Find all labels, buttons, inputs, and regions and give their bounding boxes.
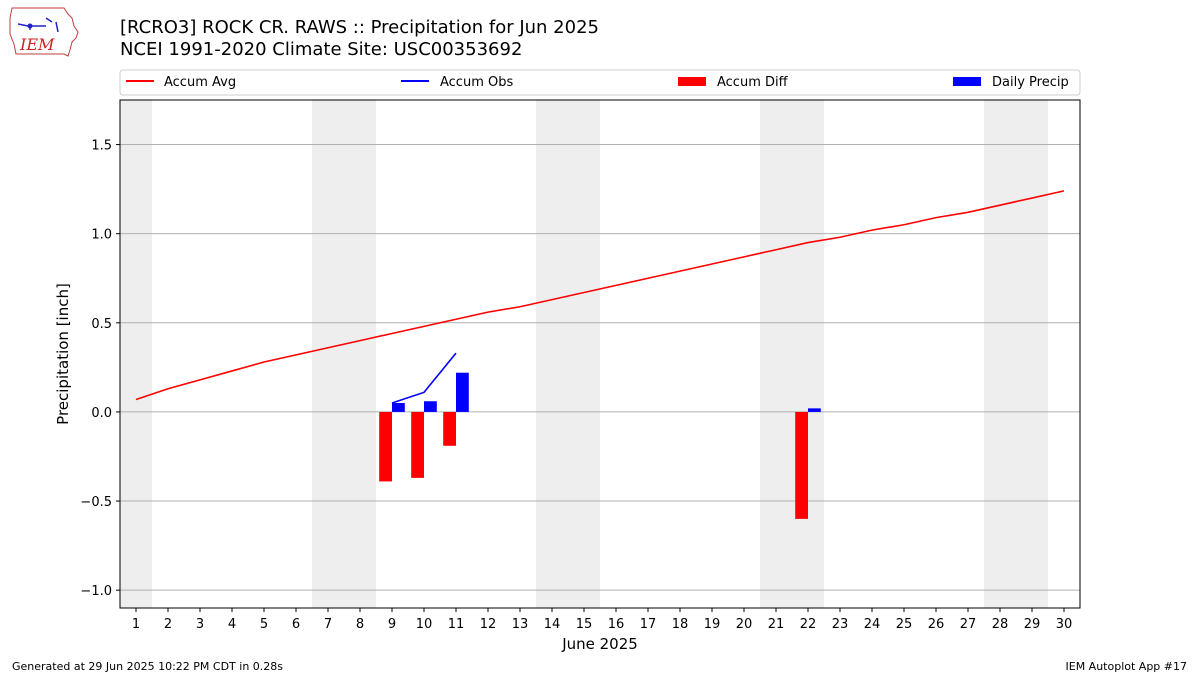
chart-title: [RCRO3] ROCK CR. RAWS :: Precipitation f… bbox=[120, 17, 599, 38]
legend-item-accum-obs: Accum Obs bbox=[401, 75, 513, 90]
weekend-shading bbox=[120, 100, 1048, 608]
chart-subtitle: NCEI 1991-2020 Climate Site: USC00353692 bbox=[120, 39, 523, 60]
daily-precip-bar-day-9 bbox=[392, 403, 405, 412]
y-tick-label: 1.5 bbox=[91, 139, 112, 154]
x-tick-label: 15 bbox=[576, 617, 593, 632]
x-tick-label: 29 bbox=[1024, 617, 1041, 632]
accum-diff-bar-day-9 bbox=[379, 411, 392, 482]
gridlines bbox=[120, 144, 1080, 591]
x-tick-label: 12 bbox=[480, 617, 497, 632]
x-tick-label: 19 bbox=[704, 617, 721, 632]
autoplot-credit: IEM Autoplot App #17 bbox=[1065, 660, 1188, 673]
weekend-shade-1 bbox=[312, 100, 376, 608]
legend-label-accum-diff: Accum Diff bbox=[717, 75, 789, 90]
accum-avg-line bbox=[135, 190, 1065, 401]
accum-obs-line bbox=[391, 352, 457, 404]
x-tick-label: 1 bbox=[132, 617, 140, 632]
legend-label-accum-avg: Accum Avg bbox=[164, 75, 236, 90]
x-tick-label: 2 bbox=[164, 617, 172, 632]
weekend-shade-3 bbox=[760, 100, 824, 608]
x-tick-label: 8 bbox=[356, 617, 364, 632]
weekend-shade-4 bbox=[984, 100, 1048, 608]
x-tick-label: 13 bbox=[512, 617, 529, 632]
legend-box bbox=[119, 69, 1081, 96]
legend-swatch-accum-diff bbox=[678, 77, 706, 86]
x-tick-label: 4 bbox=[228, 617, 236, 632]
bars bbox=[379, 372, 821, 519]
x-tick-label: 22 bbox=[800, 617, 817, 632]
x-tick-label: 30 bbox=[1056, 617, 1073, 632]
daily-precip-bar-day-22 bbox=[808, 408, 821, 412]
iem-logo: IEM bbox=[9, 7, 79, 57]
weekend-shade-0 bbox=[120, 100, 152, 608]
daily-precip-bar-day-10 bbox=[424, 401, 437, 412]
y-tick-label: 0.5 bbox=[91, 317, 112, 332]
legend-item-accum-diff: Accum Diff bbox=[678, 75, 789, 90]
x-tick-label: 21 bbox=[768, 617, 785, 632]
y-tick-label: −0.5 bbox=[80, 495, 112, 510]
x-tick-label: 9 bbox=[388, 617, 396, 632]
x-tick-label: 28 bbox=[992, 617, 1009, 632]
x-tick-label: 18 bbox=[672, 617, 689, 632]
x-tick-label: 7 bbox=[324, 617, 332, 632]
y-axis: −1.0 −0.5 0.0 0.5 1.0 1.5 bbox=[80, 139, 120, 599]
x-tick-label: 11 bbox=[448, 617, 465, 632]
x-tick-label: 23 bbox=[832, 617, 849, 632]
legend-item-accum-avg: Accum Avg bbox=[126, 75, 236, 90]
x-tick-label: 6 bbox=[292, 617, 300, 632]
x-axis: 1 2 3 4 5 6 7 8 9 10 11 12 13 14 15 16 17 18 19 20 21 22 23 24 2… bbox=[132, 608, 1072, 632]
accum-diff-bar-day-10 bbox=[411, 411, 424, 478]
x-tick-label: 26 bbox=[928, 617, 945, 632]
accum-diff-bar-day-22 bbox=[795, 411, 808, 519]
logo-text: IEM bbox=[19, 35, 55, 54]
x-tick-label: 10 bbox=[416, 617, 433, 632]
legend-item-daily-precip: Daily Precip bbox=[953, 75, 1069, 90]
daily-precip-bar-day-11 bbox=[456, 372, 469, 412]
legend: Accum Avg Accum Obs Accum Diff Daily Pre… bbox=[119, 69, 1081, 96]
x-tick-label: 14 bbox=[544, 617, 561, 632]
y-tick-label: −1.0 bbox=[80, 584, 112, 599]
y-tick-label: 0.0 bbox=[91, 406, 112, 421]
legend-label-accum-obs: Accum Obs bbox=[440, 75, 513, 90]
x-axis-label: June 2025 bbox=[561, 635, 638, 653]
accum-diff-bar-day-11 bbox=[443, 411, 456, 446]
generated-timestamp: Generated at 29 Jun 2025 10:22 PM CDT in… bbox=[12, 660, 284, 673]
x-tick-label: 16 bbox=[608, 617, 625, 632]
legend-swatch-daily-precip bbox=[953, 77, 981, 86]
x-tick-label: 3 bbox=[196, 617, 204, 632]
legend-label-daily-precip: Daily Precip bbox=[992, 75, 1069, 90]
y-tick-label: 1.0 bbox=[91, 228, 112, 243]
y-axis-label: Precipitation [inch] bbox=[54, 283, 72, 425]
lines bbox=[135, 190, 1065, 404]
iowa-outline-icon bbox=[9, 7, 79, 57]
x-tick-label: 27 bbox=[960, 617, 977, 632]
weekend-shade-2 bbox=[536, 100, 600, 608]
x-tick-label: 5 bbox=[260, 617, 268, 632]
x-tick-label: 20 bbox=[736, 617, 753, 632]
x-tick-label: 25 bbox=[896, 617, 913, 632]
x-tick-label: 24 bbox=[864, 617, 881, 632]
x-tick-label: 17 bbox=[640, 617, 657, 632]
plot-frame bbox=[119, 99, 1081, 609]
